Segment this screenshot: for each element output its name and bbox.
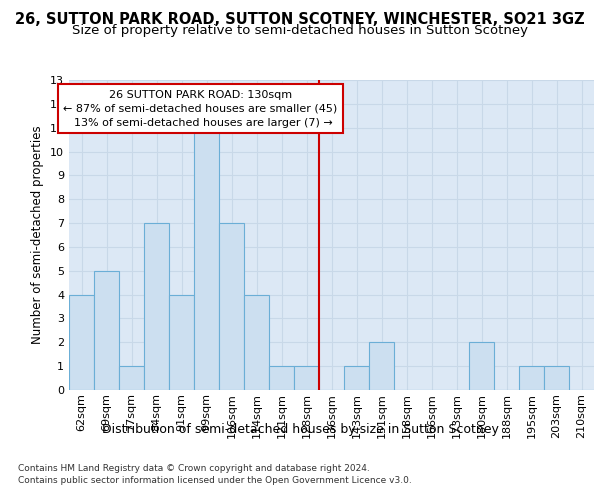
Bar [144,223,169,390]
Bar [69,294,94,390]
Text: Size of property relative to semi-detached houses in Sutton Scotney: Size of property relative to semi-detach… [72,24,528,37]
Y-axis label: Number of semi-detached properties: Number of semi-detached properties [31,126,44,344]
Text: 26 SUTTON PARK ROAD: 130sqm
← 87% of semi-detached houses are smaller (45)
  13%: 26 SUTTON PARK ROAD: 130sqm ← 87% of sem… [63,90,337,128]
Bar [469,342,494,390]
Bar [94,271,119,390]
Bar [269,366,294,390]
Text: Contains HM Land Registry data © Crown copyright and database right 2024.: Contains HM Land Registry data © Crown c… [18,464,370,473]
Bar [544,366,569,390]
Bar [169,294,194,390]
Bar [244,294,269,390]
Bar [369,342,394,390]
Text: Contains public sector information licensed under the Open Government Licence v3: Contains public sector information licen… [18,476,412,485]
Bar [119,366,144,390]
Bar [219,223,244,390]
Bar [294,366,319,390]
Bar [344,366,369,390]
Bar [194,128,219,390]
Bar [519,366,544,390]
Text: Distribution of semi-detached houses by size in Sutton Scotney: Distribution of semi-detached houses by … [101,422,499,436]
Text: 26, SUTTON PARK ROAD, SUTTON SCOTNEY, WINCHESTER, SO21 3GZ: 26, SUTTON PARK ROAD, SUTTON SCOTNEY, WI… [15,12,585,28]
